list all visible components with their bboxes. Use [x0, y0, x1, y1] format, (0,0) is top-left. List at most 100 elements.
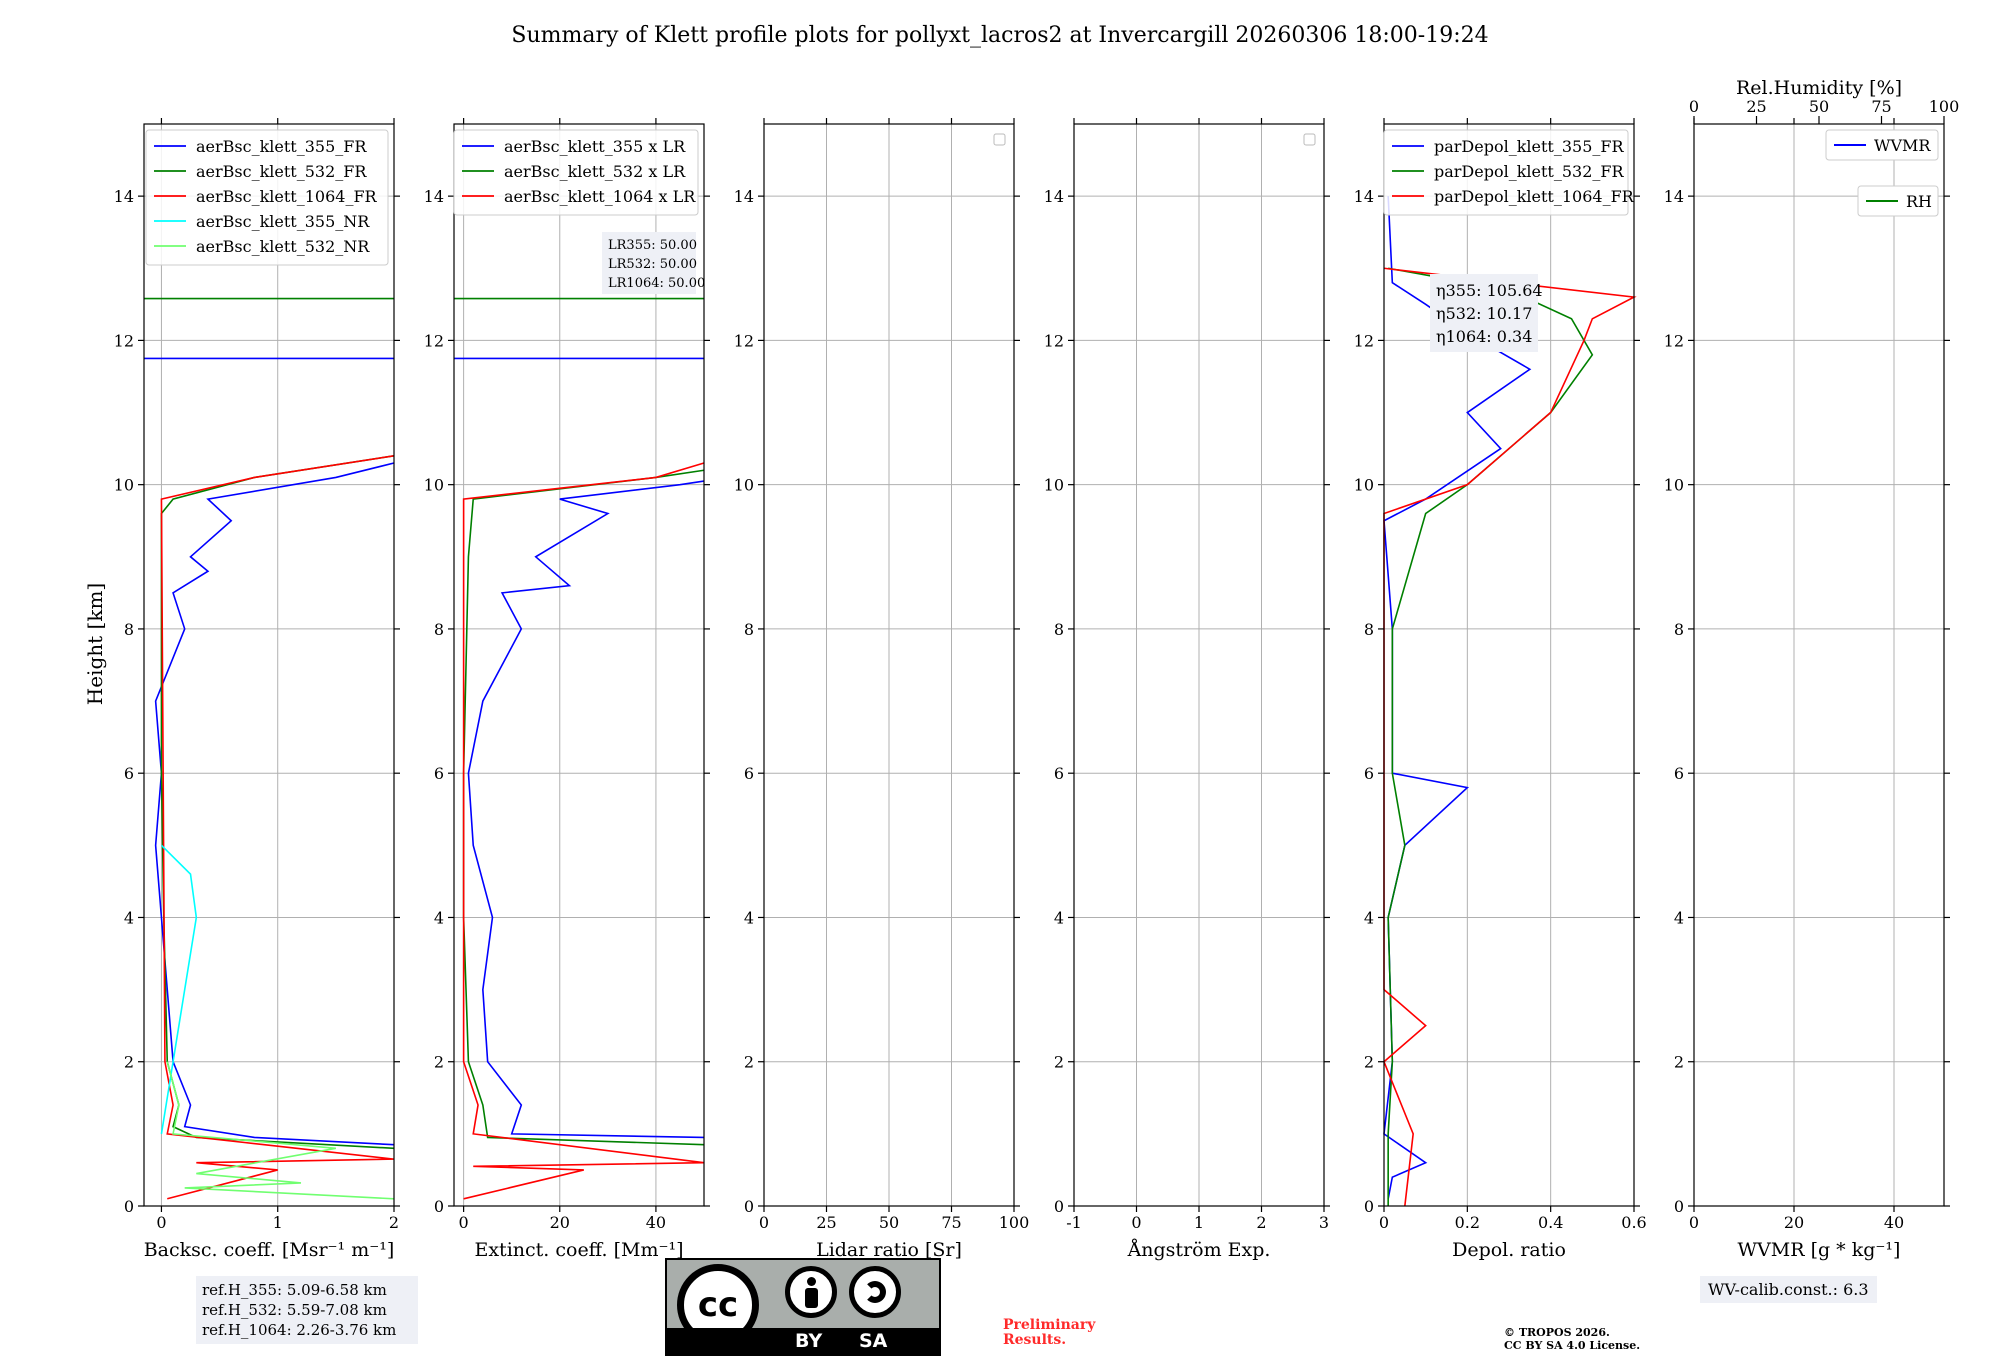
legend-label: aerBsc_klett_532_FR	[196, 162, 367, 181]
cc-sa-label: SA	[859, 1330, 888, 1352]
series-aerBsc_klett_355_FR	[154, 462, 395, 1146]
empty-legend-marker	[993, 133, 1006, 146]
x-tick-label: 0	[156, 1213, 166, 1232]
y-tick-label: 0	[1364, 1197, 1374, 1216]
top-x-tick-label: 100	[1929, 97, 1960, 116]
y-tick-label: 8	[1674, 620, 1684, 639]
x-tick-label: 1	[273, 1213, 283, 1232]
y-tick-label: 6	[744, 764, 754, 783]
legend-box	[1383, 129, 1629, 216]
x-tick-label: -1	[1066, 1213, 1082, 1232]
legend-label: aerBsc_klett_355 x LR	[504, 137, 686, 156]
x-tick-label: 0	[1131, 1213, 1141, 1232]
ref-height-1064: ref.H_1064: 2.26-3.76 km	[202, 1321, 397, 1339]
y-tick-label: 2	[1364, 1053, 1374, 1072]
x-tick-label: 25	[816, 1213, 836, 1232]
plot-frame	[1693, 123, 1945, 1207]
copyright-line2: CC BY SA 4.0 License.	[1504, 1339, 1641, 1352]
legend-label: aerBsc_klett_532_NR	[196, 237, 370, 256]
series-aerBsc_klett_1064 x LR	[462, 462, 705, 1200]
y-tick-label: 0	[124, 1197, 134, 1216]
plot-frame	[453, 123, 705, 1207]
legend: aerBsc_klett_355 x LR aerBsc_klett_532 x …	[453, 129, 699, 216]
plot-frame	[1383, 123, 1635, 1207]
y-tick-label: 12	[424, 331, 444, 350]
x-tick-label: 40	[1884, 1213, 1904, 1232]
preliminary-line2: Results.	[1003, 1332, 1067, 1348]
y-tick-label: 6	[1674, 764, 1684, 783]
y-tick-label: 10	[1354, 476, 1374, 495]
y-tick-label: 0	[1674, 1197, 1684, 1216]
x-axis-label: WVMR [g * kg⁻¹]	[1738, 1239, 1901, 1261]
panel-2: 0 2 4 6 8 10 12 14 0 20 40 Extinct. coeff. [Mm⁻¹] ae…	[424, 118, 710, 1261]
y-tick-label: 4	[1674, 908, 1684, 927]
preliminary-notice: Preliminary Results.	[1003, 1318, 1095, 1348]
x-axis-label: Extinct. coeff. [Mm⁻¹]	[474, 1239, 683, 1261]
top-x-tick-label: 50	[1809, 97, 1829, 116]
x-tick-label: 2	[389, 1213, 399, 1232]
y-tick-label: 2	[1054, 1053, 1064, 1072]
x-axis-label: Backsc. coeff. [Msr⁻¹ m⁻¹]	[144, 1239, 395, 1261]
y-tick-label: 14	[424, 187, 444, 206]
y-tick-label: 12	[734, 331, 754, 350]
figure-title: Summary of Klett profile plots for polly…	[511, 23, 1488, 48]
x-axis-label: Depol. ratio	[1452, 1239, 1566, 1261]
legend-box	[453, 129, 699, 216]
y-tick-label: 4	[124, 908, 134, 927]
empty-legend-marker	[1303, 133, 1316, 146]
panel-3: 0 2 4 6 8 10 12 14 0 25 50 75 100 Lidar ratio [Sr]	[734, 118, 1029, 1261]
x-tick-label: 2	[1256, 1213, 1266, 1232]
eta-text: η355: 105.64	[1436, 281, 1543, 300]
y-tick-label: 14	[1354, 187, 1374, 206]
x-tick-label: 50	[879, 1213, 899, 1232]
ref-height-355: ref.H_355: 5.09-6.58 km	[202, 1281, 387, 1299]
x-tick-label: 75	[941, 1213, 961, 1232]
x-tick-label: 0	[459, 1213, 469, 1232]
x-tick-label: 20	[550, 1213, 570, 1232]
y-tick-label: 6	[434, 764, 444, 783]
x-tick-label: 20	[1784, 1213, 1804, 1232]
series-aerBsc_klett_532 x LR	[462, 469, 705, 1146]
copyright-line1: © TROPOS 2026.	[1504, 1326, 1610, 1339]
y-tick-label: 8	[124, 620, 134, 639]
plot-frame	[143, 123, 395, 1207]
y-tick-label: 14	[114, 187, 134, 206]
legend-label: aerBsc_klett_1064 x LR	[504, 187, 696, 206]
y-tick-label: 2	[744, 1053, 754, 1072]
y-tick-label: 6	[1054, 764, 1064, 783]
legend-label: RH	[1906, 192, 1932, 211]
y-tick-label: 4	[434, 908, 444, 927]
series-aerBsc_klett_355 x LR	[467, 480, 705, 1139]
panel-5: 0 2 4 6 8 10 12 14 0 0.2 0.4 0.6 Depol. ratio parDepo…	[1354, 118, 1647, 1261]
eta-text: η532: 10.17	[1436, 304, 1532, 323]
y-tick-label: 4	[744, 908, 754, 927]
series-aerBsc_klett_532_NR	[166, 1061, 395, 1200]
y-tick-label: 8	[1054, 620, 1064, 639]
legend-label: aerBsc_klett_355_NR	[196, 212, 370, 231]
panel-6: 0 2 4 6 8 10 12 14 0 20 40 WVMR [g * kg⁻¹] 0 25 50 75 10…	[1664, 77, 1960, 1261]
legend: parDepol_klett_355_FR parDepol_klett_532_…	[1383, 129, 1635, 216]
x-axis-label: Ångström Exp.	[1127, 1239, 1271, 1261]
y-tick-label: 2	[1674, 1053, 1684, 1072]
cc-logo-text: cc	[697, 1285, 739, 1325]
x-tick-label: 1	[1194, 1213, 1204, 1232]
y-tick-label: 0	[1054, 1197, 1064, 1216]
y-tick-label: 12	[114, 331, 134, 350]
cc-by-label: BY	[795, 1330, 823, 1352]
legend-label: parDepol_klett_1064_FR	[1434, 187, 1635, 206]
y-tick-label: 14	[1044, 187, 1064, 206]
legend-label: parDepol_klett_355_FR	[1434, 137, 1625, 156]
lidar-ratio-box	[602, 232, 696, 294]
ref-height-532: ref.H_532: 5.59-7.08 km	[202, 1301, 387, 1319]
legend: aerBsc_klett_355_FR aerBsc_klett_532_FRae…	[145, 129, 389, 266]
x-tick-label: 0.6	[1621, 1213, 1646, 1232]
y-tick-label: 10	[1664, 476, 1684, 495]
eta-text: η1064: 0.34	[1436, 327, 1532, 346]
y-tick-label: 12	[1664, 331, 1684, 350]
y-tick-label: 10	[114, 476, 134, 495]
y-axis-label: Height [km]	[83, 583, 107, 705]
y-tick-label: 14	[734, 187, 754, 206]
top-x-axis-label: Rel.Humidity [%]	[1736, 77, 1902, 99]
